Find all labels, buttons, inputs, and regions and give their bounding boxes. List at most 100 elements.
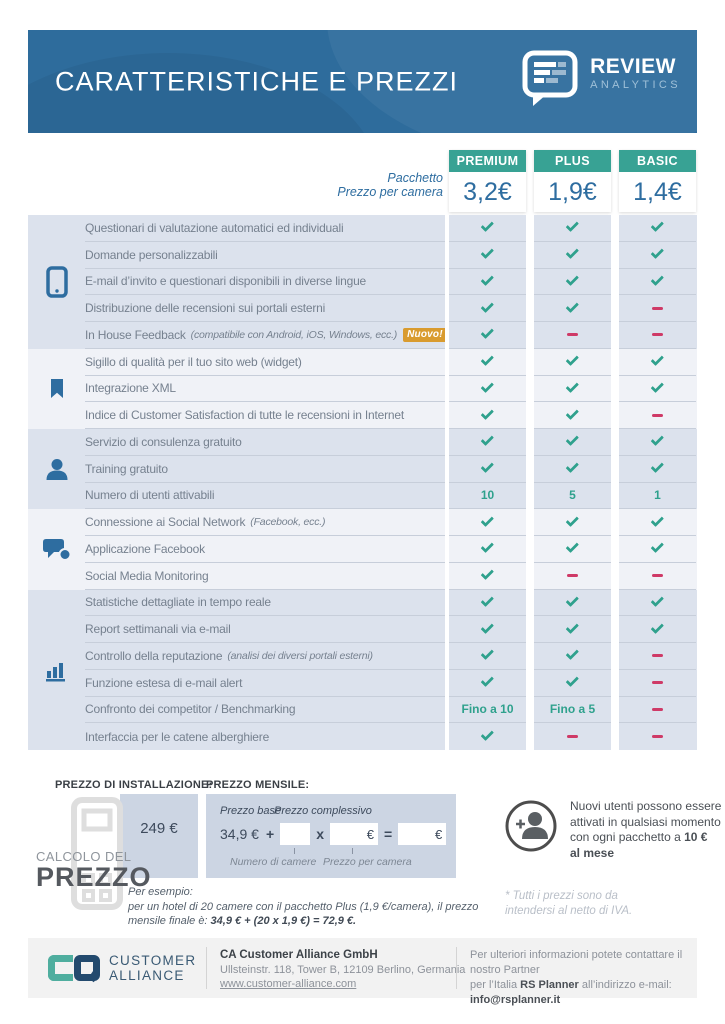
feature-label: Confronto dei competitor / Benchmarking: [85, 697, 445, 724]
check-icon: [565, 406, 579, 420]
plan-value-included: [619, 536, 696, 563]
plan-value-included: [619, 376, 696, 403]
plan-price: 1,9€: [548, 177, 597, 206]
plan-value-included: [449, 509, 526, 536]
dash-icon: [567, 574, 578, 578]
plan-value-included: [449, 295, 526, 322]
plan-value-included: [619, 349, 696, 376]
contact-email-link[interactable]: info@rsplanner.it: [470, 994, 561, 1006]
plan-value-included: [534, 509, 611, 536]
total-price-input[interactable]: €: [398, 823, 447, 845]
feature-group-social: Connessione ai Social Network (Facebook, …: [28, 509, 697, 590]
new-badge: Nuovo!: [403, 327, 445, 342]
dash-icon: [567, 735, 578, 739]
check-icon: [480, 727, 494, 742]
partner-name: RS Planner: [520, 979, 579, 991]
feature-label: Connessione ai Social Network (Facebook, …: [85, 509, 445, 536]
plan-value-excluded: [619, 322, 696, 349]
check-icon: [480, 352, 494, 367]
table-row: Social Media Monitoring: [85, 562, 697, 590]
plan-value-included: [449, 429, 526, 456]
price-per-room-input[interactable]: €: [329, 823, 378, 845]
feature-label: Distribuzione delle recensioni sui porta…: [85, 295, 445, 322]
plan-value-excluded: [619, 697, 696, 724]
check-icon: [565, 620, 579, 634]
plan-value-included: [619, 456, 696, 483]
feature-label: Report settimanali via e-mail: [85, 616, 445, 643]
vat-disclaimer: * Tutti i prezzi sono da intendersi al n…: [505, 890, 633, 917]
check-icon: [480, 513, 494, 527]
smartphone-icon: [45, 266, 68, 298]
plan-value-included: [534, 376, 611, 403]
chat-bubbles-icon: [42, 538, 71, 561]
total-price-label: Prezzo complessivo: [274, 805, 372, 817]
table-row: Numero di utenti attivabili 10 5 1: [85, 482, 697, 510]
plan-premium: PREMIUM 3,2€: [449, 150, 526, 212]
plan-value-included: [449, 215, 526, 242]
plan-value-included: [449, 402, 526, 429]
dash-icon: [652, 306, 663, 310]
check-icon: [650, 433, 664, 447]
plan-value-included: [534, 456, 611, 483]
plan-value-included: [534, 269, 611, 296]
check-icon: [565, 593, 579, 607]
feature-group-users: Servizio di consulenza gratuito Training …: [28, 429, 697, 510]
header-decoration: [327, 30, 697, 133]
plan-name: BASIC: [619, 150, 696, 172]
check-icon: [565, 219, 579, 233]
rooms-input[interactable]: [280, 823, 311, 845]
table-row: Domande personalizzabili: [85, 241, 697, 269]
table-row: Report settimanali via e-mail: [85, 616, 697, 643]
check-icon: [480, 379, 494, 393]
feature-label: Domande personalizzabili: [85, 242, 445, 269]
plan-value-included: [449, 590, 526, 617]
plan-value-included: [534, 295, 611, 322]
brand-name: REVIEW: [590, 55, 676, 78]
check-icon: [650, 272, 664, 286]
plan-value-included: [534, 670, 611, 697]
calculator-icon: [71, 797, 123, 910]
plan-value-included: [449, 242, 526, 269]
plan-value-included: [449, 376, 526, 403]
table-row: Confronto dei competitor / Benchmarking F…: [85, 696, 697, 724]
plan-value-included: [449, 456, 526, 483]
table-row: Controllo della reputazione (analisi dei …: [85, 643, 697, 670]
table-row: Funzione estesa di e-mail alert: [85, 669, 697, 697]
plan-value-included: [534, 402, 611, 429]
check-icon: [650, 513, 664, 527]
plan-value-included: [534, 616, 611, 643]
installation-price-label: PREZZO DI INSTALLAZIONE:: [55, 779, 213, 791]
check-icon: [565, 272, 579, 286]
footer: CUSTOMER ALLIANCE CA Customer Alliance G…: [28, 938, 697, 1006]
footer-divider: [206, 947, 207, 989]
plan-value-included: [449, 563, 526, 590]
plan-value-included: [534, 643, 611, 670]
plan-value-included: [619, 215, 696, 242]
person-icon: [46, 458, 67, 480]
plan-name: PLUS: [534, 150, 611, 172]
plan-basic: BASIC 1,4€: [619, 150, 696, 212]
company-address: Ullsteinstr. 118, Tower B, 12109 Berlino…: [220, 963, 466, 976]
feature-label: Training gratuito: [85, 456, 445, 483]
plan-value-included: [449, 616, 526, 643]
check-icon: [480, 433, 494, 447]
check-icon: [480, 459, 494, 474]
plan-price: 3,2€: [463, 177, 512, 206]
check-icon: [650, 379, 664, 393]
check-icon: [480, 593, 494, 607]
plan-value-excluded: [619, 295, 696, 322]
check-icon: [650, 459, 664, 474]
dash-icon: [652, 413, 663, 417]
feature-label: Questionari di valutazione automatici ed…: [85, 215, 445, 242]
check-icon: [480, 673, 494, 688]
plan-value-included: [449, 670, 526, 697]
feature-label: Sigillo di qualità per il tuo sito web (…: [85, 349, 445, 376]
feature-group-website: Sigillo di qualità per il tuo sito web (…: [28, 348, 697, 429]
company-website-link[interactable]: www.customer-alliance.com: [220, 978, 357, 990]
plan-value-text: Fino a 5: [534, 697, 611, 724]
plus-sign: +: [266, 826, 275, 842]
table-row: Applicazione Facebook: [85, 536, 697, 563]
new-users-note: Nuovi utenti possono essere attivati in …: [504, 799, 721, 861]
price-per-room-sublabel: Prezzo per camera: [323, 856, 412, 868]
plan-value-included: [449, 536, 526, 563]
